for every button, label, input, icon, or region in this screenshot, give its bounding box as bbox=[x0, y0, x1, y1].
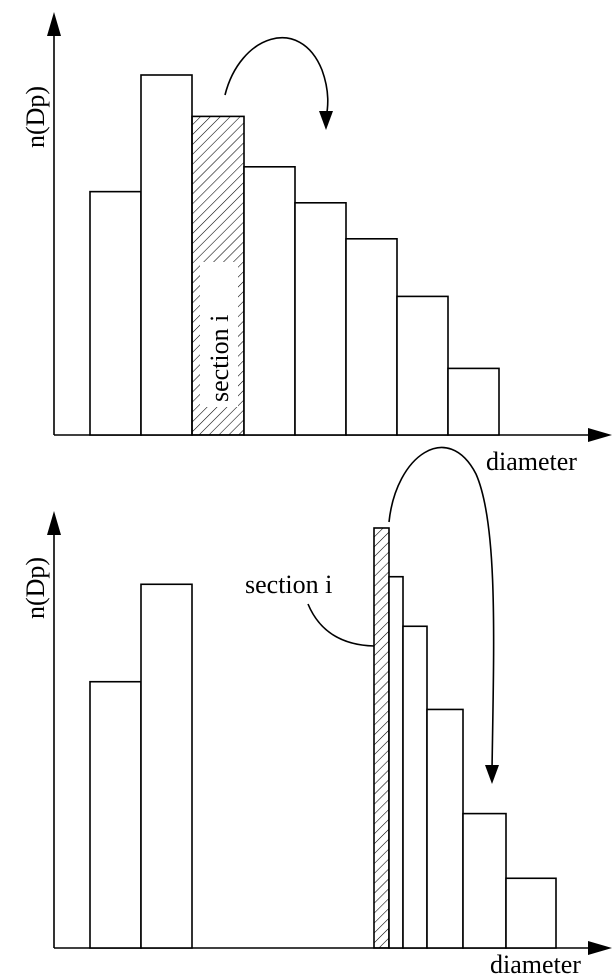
top-bar-4 bbox=[243, 166, 296, 436]
top-bar-5 bbox=[294, 202, 347, 436]
top-redistribution-arrow bbox=[224, 37, 329, 119]
top-x-axis-label: diameter bbox=[486, 447, 577, 476]
top-y-axis-label: n(Dp) bbox=[21, 86, 50, 148]
bottom-bar-2 bbox=[140, 583, 193, 949]
bottom-bar-8 bbox=[505, 877, 557, 949]
top-section-label: section i bbox=[205, 315, 234, 402]
bottom-y-axis-arrow-icon bbox=[47, 511, 61, 535]
bottom-y-axis-label: n(Dp) bbox=[21, 557, 50, 619]
top-section-label-box bbox=[200, 262, 238, 407]
bottom-section-leader-line bbox=[307, 603, 375, 647]
top-bar-8 bbox=[447, 367, 500, 436]
bottom-bar-1 bbox=[89, 680, 142, 949]
top-redistribution-arrow-head-icon bbox=[319, 111, 333, 130]
bottom-bar-4 bbox=[388, 575, 404, 949]
bottom-section-i-bar bbox=[373, 527, 390, 949]
bottom-x-axis-label: diameter bbox=[490, 950, 581, 975]
bottom-distribution-panel: n(Dp) diameter section i bbox=[21, 446, 612, 975]
top-bar-2 bbox=[140, 74, 193, 436]
top-bar-6 bbox=[345, 238, 398, 436]
bottom-bar-7 bbox=[462, 812, 507, 949]
bottom-bar-5 bbox=[402, 625, 428, 949]
bottom-redistribution-arrow bbox=[388, 446, 495, 771]
top-y-axis-arrow-icon bbox=[47, 12, 61, 36]
top-bar-7 bbox=[396, 295, 449, 436]
top-x-axis-arrow-icon bbox=[588, 428, 612, 442]
bottom-x-axis-arrow-icon bbox=[588, 941, 612, 955]
bottom-bar-6 bbox=[426, 708, 464, 949]
top-bar-1 bbox=[89, 190, 142, 436]
bottom-redistribution-arrow-head-icon bbox=[485, 765, 499, 784]
top-distribution-panel: n(Dp) diameter section i bbox=[21, 12, 612, 476]
bottom-section-label: section i bbox=[245, 570, 332, 599]
